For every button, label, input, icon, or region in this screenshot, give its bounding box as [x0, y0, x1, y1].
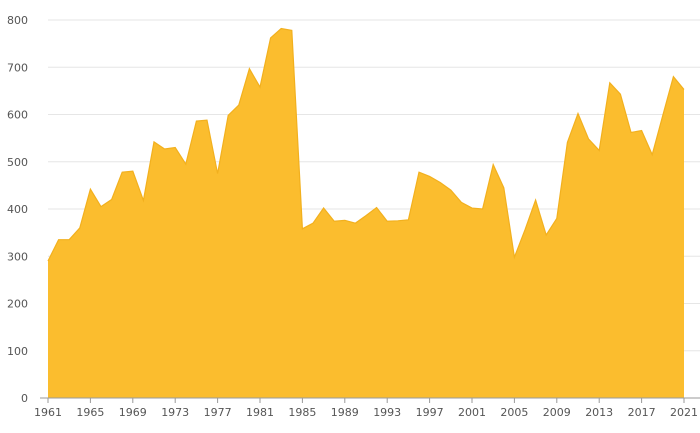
data-point-2001	[470, 206, 474, 210]
data-point-1963	[67, 238, 71, 242]
data-point-2003	[491, 163, 495, 167]
data-point-2017	[640, 129, 644, 133]
data-point-1973	[173, 146, 177, 150]
data-point-1990	[353, 221, 357, 225]
x-tick-label: 1977	[204, 406, 232, 419]
data-point-1972	[163, 147, 167, 151]
data-point-1995	[406, 218, 410, 222]
data-point-1977	[216, 172, 220, 176]
area-outline	[47, 27, 685, 262]
x-axis: 1961 1965 1969 1973 1977 1981 1985 1989 1993 1997…	[34, 397, 700, 419]
data-point-2007	[534, 198, 538, 202]
y-tick-label: 0	[21, 392, 28, 405]
y-tick-label: 400	[7, 203, 28, 216]
x-tick-label: 1985	[288, 406, 316, 419]
data-point-1994	[396, 219, 400, 223]
data-point-2013	[597, 148, 601, 152]
data-point-1969	[131, 169, 135, 173]
data-point-2018	[650, 153, 654, 157]
data-point-2012	[587, 137, 591, 141]
data-point-1983	[279, 27, 283, 31]
x-tick-label: 1965	[76, 406, 104, 419]
x-tick-label: 2021	[670, 406, 698, 419]
x-tick-label: 2001	[458, 406, 486, 419]
data-point-1984	[290, 28, 294, 32]
data-point-1999	[449, 188, 453, 192]
data-point-1964	[78, 226, 82, 230]
data-point-2016	[629, 130, 633, 134]
data-point-1970	[141, 198, 145, 202]
data-point-1961	[46, 259, 50, 263]
data-point-1996	[417, 170, 421, 174]
data-point-1974	[184, 162, 188, 166]
x-tick-label: 1969	[119, 406, 147, 419]
data-point-1968	[120, 170, 124, 174]
data-point-2008	[544, 233, 548, 237]
x-tick-label: 1973	[161, 406, 189, 419]
y-tick-label: 200	[7, 298, 28, 311]
data-point-1988	[332, 219, 336, 223]
data-point-2019	[661, 113, 665, 117]
data-point-2005	[512, 255, 516, 259]
data-point-1965	[88, 187, 92, 191]
data-point-1978	[226, 113, 230, 117]
y-tick-label: 500	[7, 156, 28, 169]
data-point-2020	[671, 75, 675, 79]
data-point-1986	[311, 221, 315, 225]
data-point-1981	[258, 85, 262, 89]
data-point-2015	[618, 92, 622, 96]
data-point-1985	[300, 227, 304, 231]
y-tick-label: 800	[7, 14, 28, 27]
x-tick-label: 2013	[585, 406, 613, 419]
x-tick-label: 1989	[331, 406, 359, 419]
y-tick-label: 600	[7, 109, 28, 122]
data-point-1966	[99, 205, 103, 209]
data-point-1991	[364, 214, 368, 218]
x-tick-label: 1993	[373, 406, 401, 419]
data-point-1982	[269, 36, 273, 40]
data-point-1998	[438, 181, 442, 185]
x-tick-label: 2005	[500, 406, 528, 419]
x-tick-label: 1981	[246, 406, 274, 419]
area-fill	[48, 28, 684, 398]
data-point-1992	[375, 206, 379, 210]
data-point-1980	[247, 67, 251, 71]
y-tick-label: 700	[7, 61, 28, 74]
data-point-1993	[385, 219, 389, 223]
x-tick-label: 2009	[543, 406, 571, 419]
area-series	[46, 27, 686, 398]
data-point-1962	[57, 238, 61, 242]
y-tick-label: 100	[7, 345, 28, 358]
data-point-2000	[459, 200, 463, 204]
data-point-1979	[237, 103, 241, 107]
x-tick-label: 1997	[416, 406, 444, 419]
data-point-1997	[428, 174, 432, 178]
y-tick-label: 300	[7, 250, 28, 263]
data-point-2010	[565, 140, 569, 144]
x-tick-label: 1961	[34, 406, 62, 419]
y-axis: 0 100 200 300 400 500 600 700 800	[7, 14, 28, 405]
data-point-1976	[205, 118, 209, 122]
data-point-1987	[322, 206, 326, 210]
data-point-2014	[608, 81, 612, 85]
data-point-2009	[555, 216, 559, 220]
data-point-2002	[481, 207, 485, 211]
data-point-2021	[682, 87, 686, 91]
data-point-2004	[502, 186, 506, 190]
data-point-1975	[194, 119, 198, 123]
data-point-1967	[110, 198, 114, 202]
data-point-1989	[343, 218, 347, 222]
x-tick-label: 2017	[628, 406, 656, 419]
data-point-2011	[576, 112, 580, 116]
data-point-2006	[523, 228, 527, 232]
data-point-1971	[152, 140, 156, 144]
